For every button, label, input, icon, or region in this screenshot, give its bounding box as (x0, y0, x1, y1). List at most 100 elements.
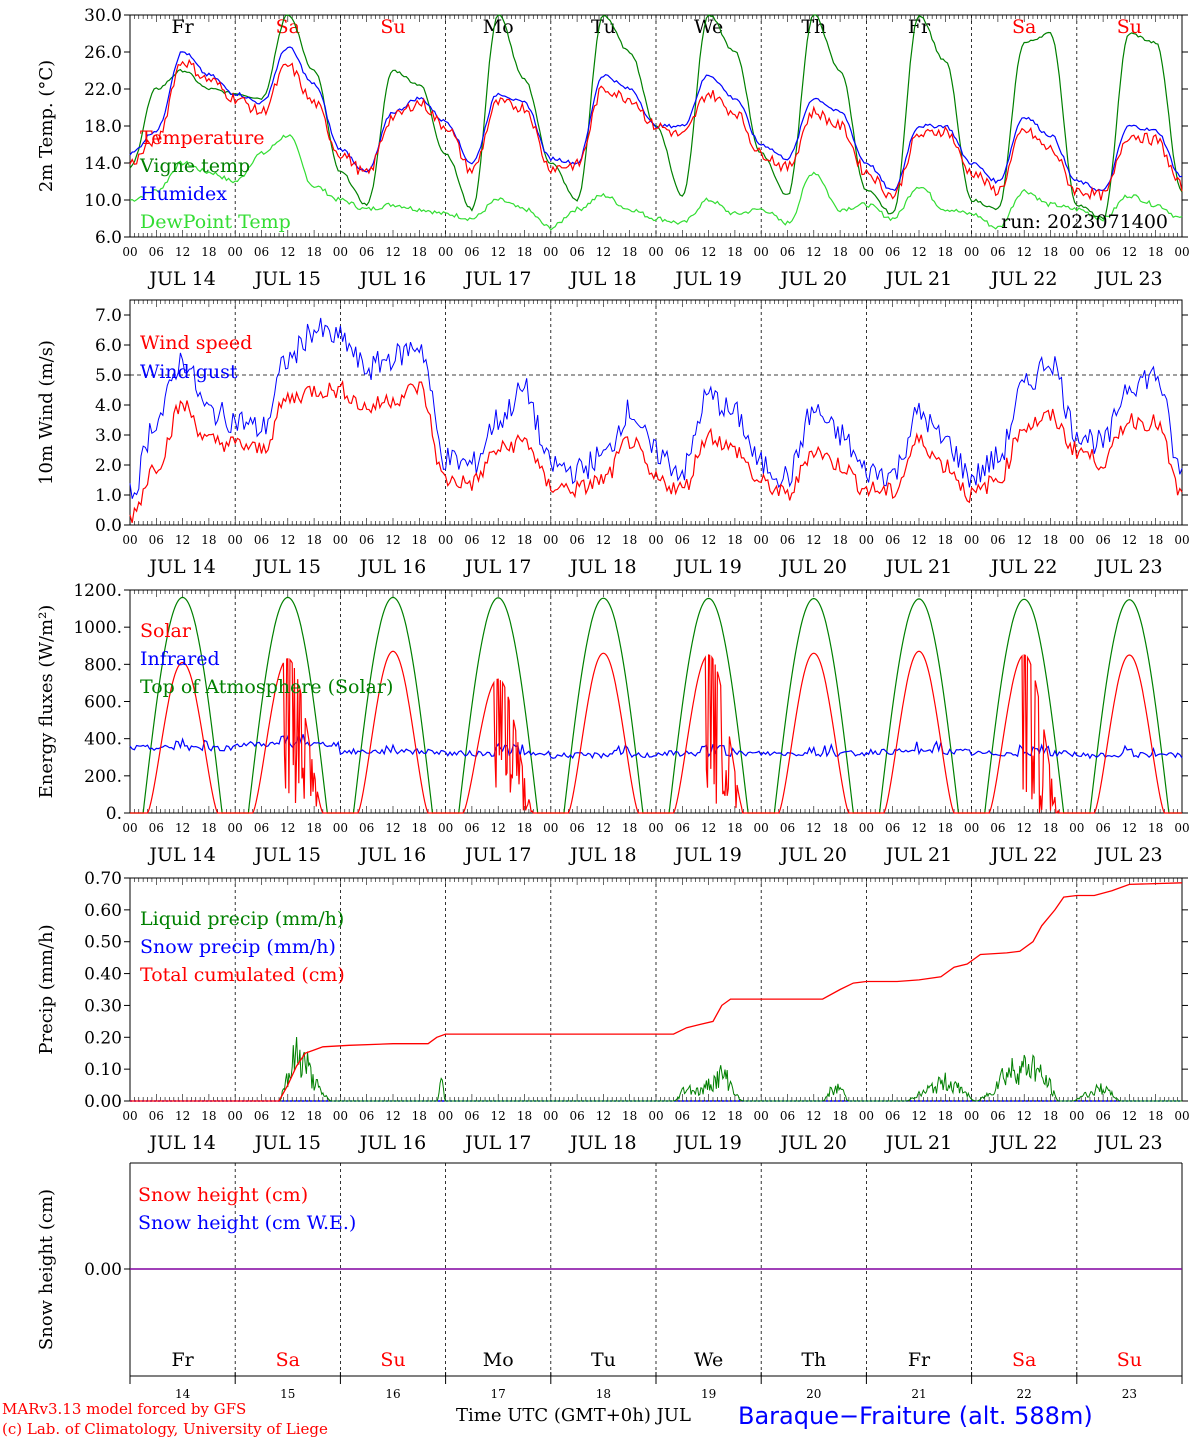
hour-tick-label: 06 (359, 821, 374, 835)
date-label: JUL 20 (779, 1132, 847, 1154)
hour-tick-label: 12 (806, 533, 821, 547)
y-tick-label: 0.40 (84, 965, 122, 985)
hour-tick-label: 06 (1095, 533, 1110, 547)
day-number-label: 21 (911, 1387, 926, 1401)
hour-tick-label: 12 (280, 1109, 295, 1123)
hour-tick-label: 00 (122, 1109, 137, 1123)
hour-tick-label: 12 (175, 1109, 190, 1123)
y-tick-label: 0.30 (84, 996, 122, 1016)
y-tick-label: 0.50 (84, 933, 122, 953)
hour-tick-label: 18 (1043, 533, 1058, 547)
hour-tick-label: 06 (149, 245, 164, 259)
date-label: JUL 15 (253, 844, 321, 866)
hour-tick-label: 12 (280, 245, 295, 259)
hour-tick-label: 06 (149, 821, 164, 835)
hour-tick-label: 00 (1069, 245, 1084, 259)
hour-tick-label: 00 (228, 245, 243, 259)
day-number-label: 14 (175, 1387, 191, 1401)
hour-tick-label: 06 (885, 821, 900, 835)
day-number-label: 22 (1017, 1387, 1032, 1401)
hour-tick-label: 06 (1095, 245, 1110, 259)
hour-tick-label: 00 (543, 1109, 558, 1123)
hour-tick-label: 06 (254, 245, 269, 259)
hour-tick-label: 12 (280, 533, 295, 547)
y-axis-label: Precip (mm/h) (36, 924, 57, 1054)
hour-tick-label: 12 (1122, 821, 1137, 835)
y-tick-label: 1.0 (95, 486, 122, 506)
hour-tick-label: 12 (596, 245, 611, 259)
hour-tick-label: 00 (754, 245, 769, 259)
hour-tick-label: 00 (648, 245, 663, 259)
date-label: JUL 22 (989, 1132, 1057, 1154)
legend-entry: Snow height (cm W.E.) (138, 1212, 356, 1234)
energy-panel: 0. 200. 400. 600. 800. 1000. 1200. Energy fluxe… (36, 581, 1190, 866)
y-tick-label: 5.0 (95, 366, 122, 386)
hour-tick-label: 00 (648, 1109, 663, 1123)
date-label: JUL 16 (358, 844, 426, 866)
hour-tick-label: 12 (385, 245, 400, 259)
hour-tick-label: 00 (648, 821, 663, 835)
hour-tick-label: 12 (701, 821, 716, 835)
hour-tick-label: 00 (122, 821, 137, 835)
hour-tick-label: 12 (1017, 533, 1032, 547)
hour-tick-label: 06 (464, 1109, 479, 1123)
hour-tick-label: 12 (1017, 245, 1032, 259)
day-number-label: 18 (596, 1387, 611, 1401)
hour-tick-label: 00 (754, 533, 769, 547)
hour-tick-label: 12 (911, 1109, 926, 1123)
hour-tick-label: 00 (122, 245, 137, 259)
hour-tick-label: 00 (754, 1109, 769, 1123)
hour-tick-label: 18 (938, 1109, 953, 1123)
date-label: JUL 21 (884, 268, 952, 290)
y-tick-label: 1000. (73, 618, 122, 638)
day-number-label: 17 (491, 1387, 506, 1401)
date-label: JUL 21 (884, 844, 952, 866)
hour-tick-label: 12 (596, 1109, 611, 1123)
liquid-precip-line (130, 1036, 1182, 1102)
date-label: JUL 19 (673, 1132, 741, 1154)
weekday-label: Sa (1012, 1349, 1036, 1371)
hour-tick-label: 18 (832, 533, 847, 547)
hour-tick-label: 18 (1148, 245, 1163, 259)
date-label: JUL 19 (673, 844, 741, 866)
date-label: JUL 17 (463, 1132, 531, 1154)
date-label: JUL 18 (568, 556, 636, 578)
date-label: JUL 23 (1094, 1132, 1162, 1154)
date-label: JUL 14 (147, 1132, 215, 1154)
legend-entry: Infrared (140, 648, 220, 670)
hour-tick-label: 12 (596, 821, 611, 835)
hour-tick-label: 06 (675, 533, 690, 547)
y-tick-label: 0.0 (95, 516, 122, 536)
date-label: JUL 18 (568, 1132, 636, 1154)
date-label: JUL 14 (147, 268, 215, 290)
hour-tick-label: 00 (859, 533, 874, 547)
legend-entry: Top of Atmosphere (Solar) (140, 676, 393, 698)
hour-tick-label: 00 (1174, 533, 1189, 547)
hour-tick-label: 00 (1174, 245, 1189, 259)
hour-tick-label: 12 (491, 245, 506, 259)
day-number-label: 20 (806, 1387, 821, 1401)
hour-tick-label: 12 (385, 1109, 400, 1123)
y-tick-label: 2.0 (95, 456, 122, 476)
hour-tick-label: 18 (306, 533, 321, 547)
hour-tick-label: 06 (464, 533, 479, 547)
hour-tick-label: 12 (1017, 1109, 1032, 1123)
y-tick-label: 0.00 (84, 1092, 122, 1112)
hour-tick-label: 18 (517, 821, 532, 835)
weekday-label: Fr (908, 1349, 931, 1371)
y-tick-label: 26.0 (84, 43, 122, 63)
hour-tick-label: 00 (333, 1109, 348, 1123)
hour-tick-label: 12 (491, 821, 506, 835)
hour-tick-label: 00 (1174, 821, 1189, 835)
date-label: JUL 23 (1094, 844, 1162, 866)
credit-lab: (c) Lab. of Climatology, University of L… (2, 1420, 328, 1438)
hour-tick-label: 12 (806, 245, 821, 259)
weekday-label: We (694, 1349, 723, 1371)
legend-entry: DewPoint Temp (140, 211, 291, 233)
hour-tick-label: 06 (359, 533, 374, 547)
y-tick-label: 10.0 (84, 191, 122, 211)
day-number-label: 23 (1122, 1387, 1137, 1401)
weekday-label: Mo (483, 1349, 514, 1371)
hour-tick-label: 18 (727, 245, 742, 259)
hour-tick-label: 06 (780, 821, 795, 835)
